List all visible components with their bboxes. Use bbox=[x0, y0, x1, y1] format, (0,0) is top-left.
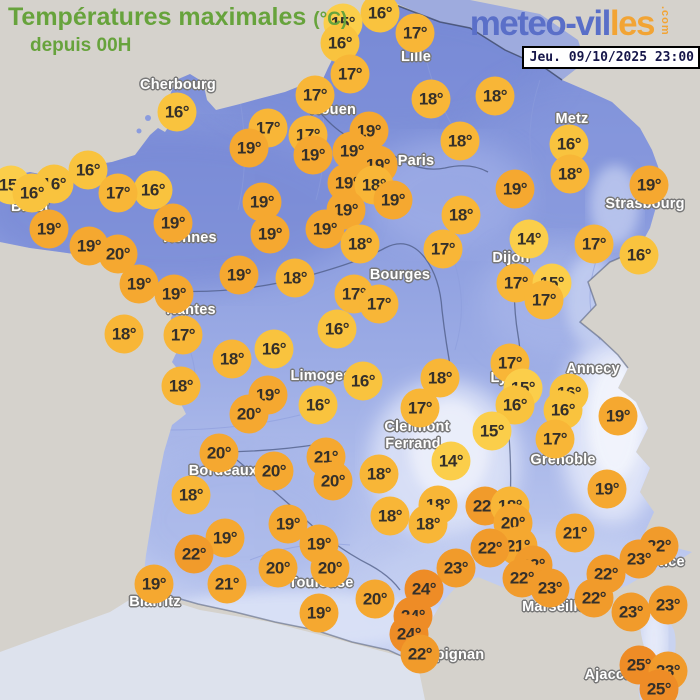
datetime-badge: Jeu. 09/10/2025 23:00 bbox=[521, 46, 700, 69]
island bbox=[145, 115, 151, 121]
logo-part-blue: meteo-vil bbox=[469, 4, 612, 43]
title-unit: (°C) bbox=[313, 9, 348, 30]
island bbox=[136, 128, 142, 134]
logo-suffix: .com bbox=[659, 6, 671, 36]
page-title: Températures maximales (°C) bbox=[8, 3, 347, 32]
logo-part-orange: les bbox=[609, 4, 656, 43]
map-title-block: Températures maximales (°C) depuis 00H bbox=[8, 3, 347, 57]
spain-shape bbox=[0, 592, 425, 700]
subtitle-text: depuis 00H bbox=[30, 35, 132, 56]
site-logo[interactable]: meteo-villes .com bbox=[469, 4, 671, 44]
title-text: Températures maximales bbox=[8, 3, 307, 31]
